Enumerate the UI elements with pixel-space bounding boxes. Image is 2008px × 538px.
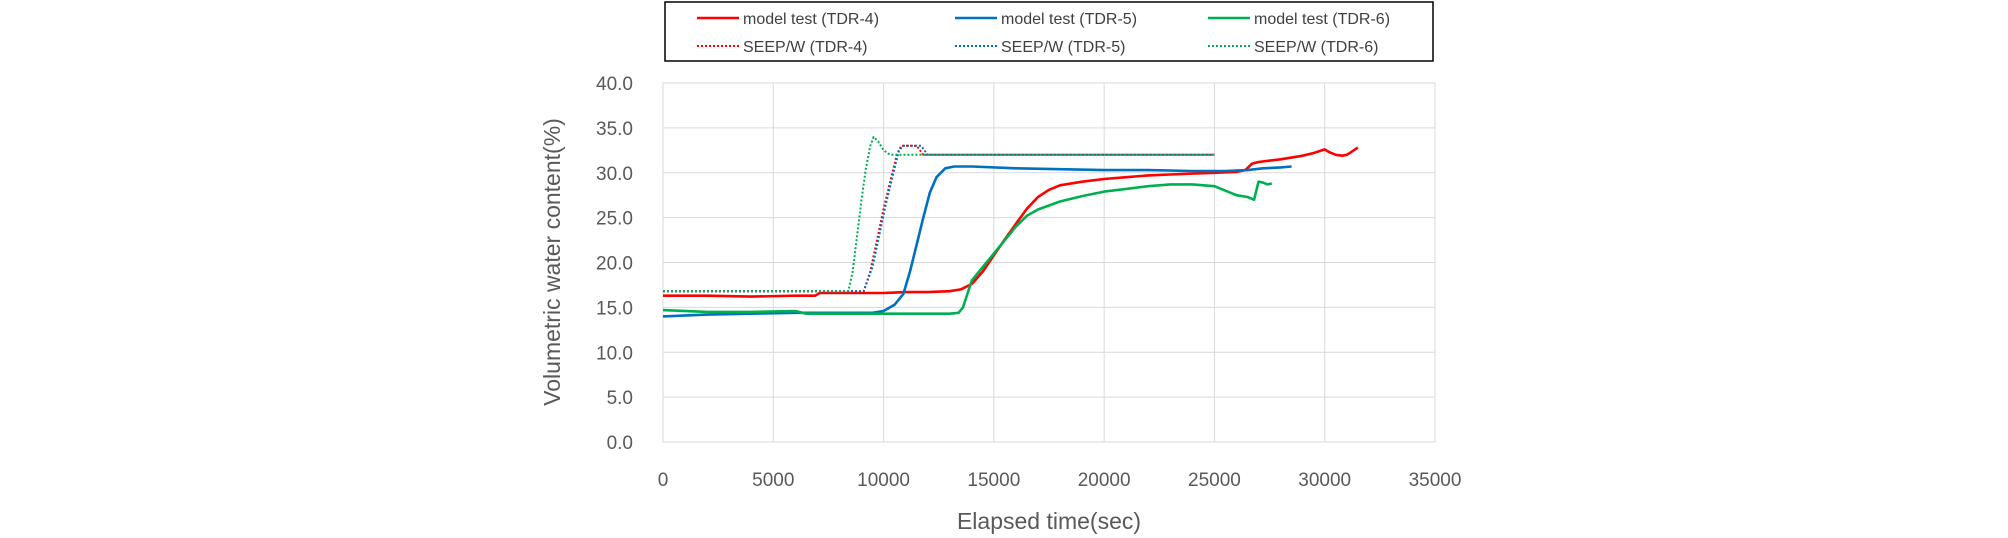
x-tick-label: 0 bbox=[658, 470, 669, 491]
series-line-6 bbox=[663, 135, 1215, 293]
x-tick-label: 5000 bbox=[752, 470, 794, 491]
legend-box bbox=[664, 1, 1434, 62]
series-line-3 bbox=[662, 180, 1273, 315]
legend-label: SEEP/W (TDR-5) bbox=[1001, 39, 1125, 56]
x-axis-tick-labels: 0 5000 10000 15000 20000 25000 30000 35000 bbox=[658, 470, 1462, 491]
series-line-1 bbox=[663, 146, 1359, 298]
y-tick-label: 20.0 bbox=[596, 254, 633, 275]
x-tick-label: 15000 bbox=[967, 470, 1020, 491]
y-axis-title: Volumetric water content(%) bbox=[539, 118, 565, 406]
y-tick-label: 5.0 bbox=[607, 388, 633, 409]
x-tick-label: 25000 bbox=[1188, 470, 1241, 491]
y-tick-label: 15.0 bbox=[596, 298, 633, 319]
plot-area-border bbox=[662, 82, 1436, 443]
legend-label: model test (TDR-5) bbox=[1001, 11, 1137, 28]
y-tick-label: 25.0 bbox=[596, 209, 633, 230]
y-tick-label: 30.0 bbox=[596, 164, 633, 185]
series-lines bbox=[662, 135, 1359, 318]
x-tick-label: 10000 bbox=[857, 470, 910, 491]
x-axis-title: Elapsed time(sec) bbox=[957, 508, 1141, 534]
y-tick-label: 10.0 bbox=[596, 343, 633, 364]
x-tick-label: 35000 bbox=[1409, 470, 1462, 491]
legend-label: model test (TDR-4) bbox=[743, 11, 879, 28]
series-line-2 bbox=[662, 165, 1292, 318]
legend: model test (TDR-4) model test (TDR-5) mode… bbox=[664, 1, 1434, 62]
y-axis-tick-labels: 0.0 5.0 10.0 15.0 20.0 25.0 30.0 35.0 40.0 bbox=[596, 74, 633, 454]
x-tick-label: 30000 bbox=[1298, 470, 1351, 491]
y-tick-label: 40.0 bbox=[596, 74, 633, 95]
series-line-5 bbox=[663, 144, 1215, 293]
legend-label: model test (TDR-6) bbox=[1254, 11, 1390, 28]
x-tick-label: 20000 bbox=[1078, 470, 1131, 491]
legend-label: SEEP/W (TDR-6) bbox=[1254, 39, 1378, 56]
legend-label: SEEP/W (TDR-4) bbox=[743, 39, 867, 56]
series-line-4 bbox=[663, 144, 1215, 293]
y-tick-label: 0.0 bbox=[607, 433, 633, 454]
y-tick-label: 35.0 bbox=[596, 119, 633, 140]
plot-gridlines bbox=[662, 82, 1436, 443]
